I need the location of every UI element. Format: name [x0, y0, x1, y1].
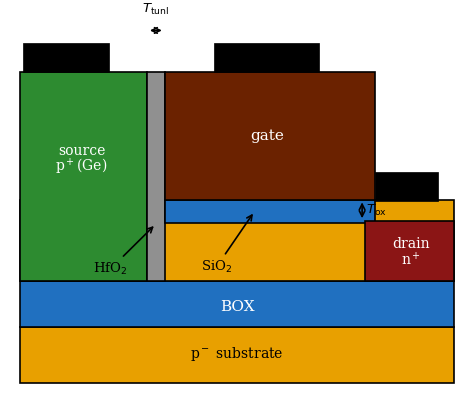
Bar [365, 221, 454, 281]
Text: HfO$_2$: HfO$_2$ [93, 227, 153, 277]
Text: p$^+$(Ge): p$^+$(Ge) [55, 157, 108, 177]
Bar [20, 327, 454, 383]
Bar [164, 199, 375, 223]
Text: n$^+$: n$^+$ [401, 252, 421, 269]
Bar [375, 172, 438, 201]
Bar [20, 72, 147, 281]
Text: $T_\mathrm{tunl}$: $T_\mathrm{tunl}$ [142, 2, 170, 17]
Text: BOX: BOX [219, 300, 255, 314]
Bar [214, 43, 319, 72]
Text: $T_\mathrm{ox}$: $T_\mathrm{ox}$ [366, 203, 387, 218]
Text: p$^-$ substrate: p$^-$ substrate [190, 345, 284, 363]
Text: gate: gate [250, 129, 284, 143]
Bar [164, 72, 375, 199]
Bar [20, 199, 454, 281]
Bar [23, 43, 109, 72]
Text: source: source [58, 144, 105, 158]
Text: drain: drain [392, 237, 430, 250]
Text: SiO$_2$: SiO$_2$ [201, 215, 252, 275]
Bar [20, 281, 454, 327]
Bar [147, 72, 164, 281]
